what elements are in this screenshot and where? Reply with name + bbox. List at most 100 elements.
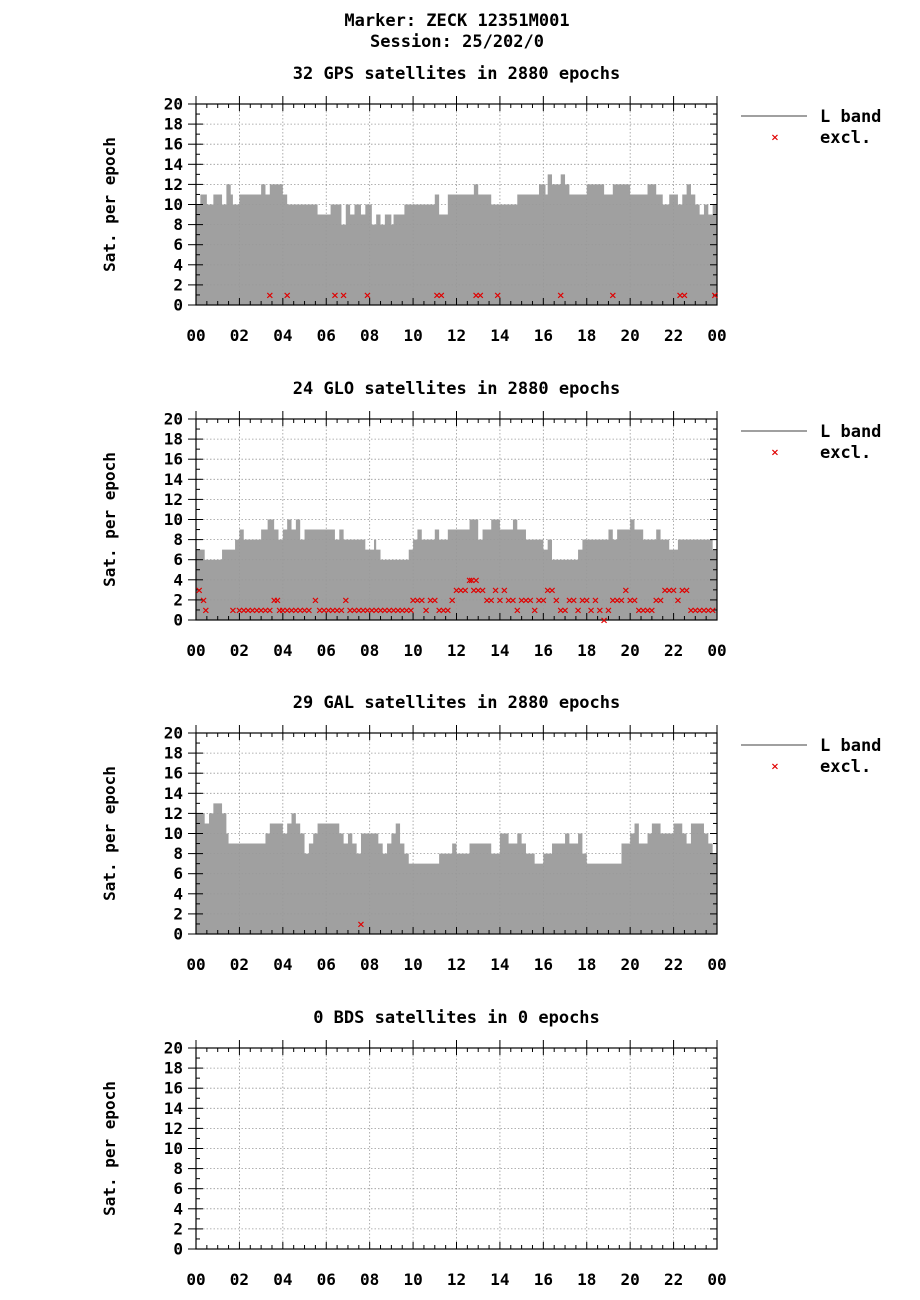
glo-y-tick-label: 6 <box>173 550 183 569</box>
glo-excluded-point: × <box>617 595 625 606</box>
gps-chart-title: 32 GPS satellites in 2880 epochs <box>293 64 621 84</box>
gps-excluded-point: × <box>472 290 480 301</box>
gps-panel: 32 GPS satellites in 2880 epochs Sat. per… <box>100 64 881 345</box>
bds-y-tick-label: 8 <box>173 1159 183 1178</box>
bds-y-tick-label: 14 <box>164 1099 183 1118</box>
glo-excluded-point: × <box>500 585 508 596</box>
glo-excluded-point: × <box>472 575 480 586</box>
gps-x-tick-label: 00 <box>707 326 726 345</box>
glo-excluded-point: × <box>195 585 203 596</box>
bds-y-tick-label: 6 <box>173 1179 183 1198</box>
glo-excluded-point: × <box>402 605 410 616</box>
gal-legend-excl-swatch: × <box>771 762 779 773</box>
glo-excluded-point: × <box>273 595 281 606</box>
glo-excluded-point: × <box>652 595 660 606</box>
bds-y-tick-label: 0 <box>173 1240 183 1259</box>
glo-excluded-point: × <box>418 595 426 606</box>
bds-y-tick-label: 2 <box>173 1219 183 1238</box>
gal-y-tick-label: 16 <box>164 764 183 783</box>
gal-y-tick-label: 14 <box>164 784 183 803</box>
glo-legend-excl-swatch: × <box>771 448 779 459</box>
gal-chart-title: 29 GAL satellites in 2880 epochs <box>293 693 621 713</box>
glo-excluded-point: × <box>368 605 376 616</box>
glo-excluded-point: × <box>324 605 332 616</box>
gps-excluded-point: × <box>609 290 617 301</box>
glo-excluded-point: × <box>543 585 551 596</box>
bds-x-tick-label: 10 <box>403 1270 422 1289</box>
glo-y-tick-label: 10 <box>164 510 183 529</box>
gps-x-tick-label: 14 <box>490 326 509 345</box>
glo-excluded-point: × <box>639 605 647 616</box>
glo-excluded-point: × <box>199 595 207 606</box>
gps-excluded-point: × <box>557 290 565 301</box>
gal-y-axis-label: Sat. per epoch <box>100 766 119 901</box>
bds-y-tick-label: 4 <box>173 1199 183 1218</box>
gps-y-tick-label: 8 <box>173 215 183 234</box>
glo-excluded-point: × <box>530 605 538 616</box>
glo-y-tick-label: 0 <box>173 611 183 630</box>
gal-y-tick-label: 12 <box>164 804 183 823</box>
glo-excluded-point: × <box>316 605 324 616</box>
gal-x-tick-label: 18 <box>577 955 596 974</box>
glo-excluded-point: × <box>648 605 656 616</box>
glo-y-tick-label: 8 <box>173 530 183 549</box>
gps-x-tick-label: 12 <box>447 326 466 345</box>
gal-y-tick-label: 0 <box>173 925 183 944</box>
bds-y-tick-label: 10 <box>164 1139 183 1158</box>
gps-x-tick-label: 10 <box>403 326 422 345</box>
glo-x-tick-label: 04 <box>273 641 292 660</box>
glo-excluded-point: × <box>678 585 686 596</box>
glo-x-tick-label: 08 <box>360 641 379 660</box>
gps-x-tick-label: 18 <box>577 326 596 345</box>
glo-excluded-point: × <box>376 605 384 616</box>
glo-excluded-point: × <box>359 605 367 616</box>
glo-excluded-point: × <box>587 605 595 616</box>
gps-legend-excl-swatch: × <box>771 133 779 144</box>
glo-x-tick-label: 20 <box>621 641 640 660</box>
gps-x-tick-label: 04 <box>273 326 292 345</box>
glo-chart-title: 24 GLO satellites in 2880 epochs <box>293 379 621 399</box>
glo-excluded-point: × <box>596 605 604 616</box>
glo-x-tick-label: 14 <box>490 641 509 660</box>
glo-excluded-point: × <box>474 585 482 596</box>
glo-excluded-point: × <box>389 605 397 616</box>
glo-excluded-point: × <box>266 605 274 616</box>
glo-excluded-point: × <box>561 605 569 616</box>
glo-excluded-point: × <box>613 595 621 606</box>
glo-excluded-point: × <box>600 616 608 627</box>
glo-y-axis-label: Sat. per epoch <box>100 452 119 587</box>
gal-legend-label: L band <box>820 736 881 756</box>
gps-excluded-point: × <box>676 290 684 301</box>
glo-excluded-point: × <box>574 605 582 616</box>
glo-y-tick-label: 18 <box>164 430 183 449</box>
glo-excluded-point: × <box>244 605 252 616</box>
glo-excluded-point: × <box>626 595 634 606</box>
bds-x-tick-label: 16 <box>534 1270 553 1289</box>
glo-excluded-point: × <box>461 585 469 596</box>
glo-x-tick-label: 00 <box>707 641 726 660</box>
glo-excluded-point: × <box>275 605 283 616</box>
glo-excluded-point: × <box>682 585 690 596</box>
gal-x-tick-label: 00 <box>186 955 205 974</box>
bds-x-tick-label: 00 <box>186 1270 205 1289</box>
bds-x-tick-label: 20 <box>621 1270 640 1289</box>
glo-excluded-point: × <box>643 605 651 616</box>
gal-excluded-point: × <box>357 919 365 930</box>
glo-excluded-point: × <box>535 595 543 606</box>
glo-excluded-point: × <box>504 595 512 606</box>
glo-excluded-point: × <box>253 605 261 616</box>
glo-excluded-point: × <box>548 585 556 596</box>
glo-excluded-point: × <box>517 595 525 606</box>
bds-x-tick-label: 06 <box>317 1270 336 1289</box>
glo-excluded-point: × <box>296 605 304 616</box>
gps-y-tick-label: 6 <box>173 235 183 254</box>
gps-excluded-point: × <box>433 290 441 301</box>
gps-excluded-point: × <box>711 290 719 301</box>
glo-x-tick-label: 02 <box>230 641 249 660</box>
gal-x-tick-label: 06 <box>317 955 336 974</box>
glo-excluded-point: × <box>346 605 354 616</box>
glo-excluded-point: × <box>704 605 712 616</box>
glo-excluded-point: × <box>565 595 573 606</box>
gal-y-tick-label: 10 <box>164 824 183 843</box>
glo-excluded-point: × <box>604 605 612 616</box>
